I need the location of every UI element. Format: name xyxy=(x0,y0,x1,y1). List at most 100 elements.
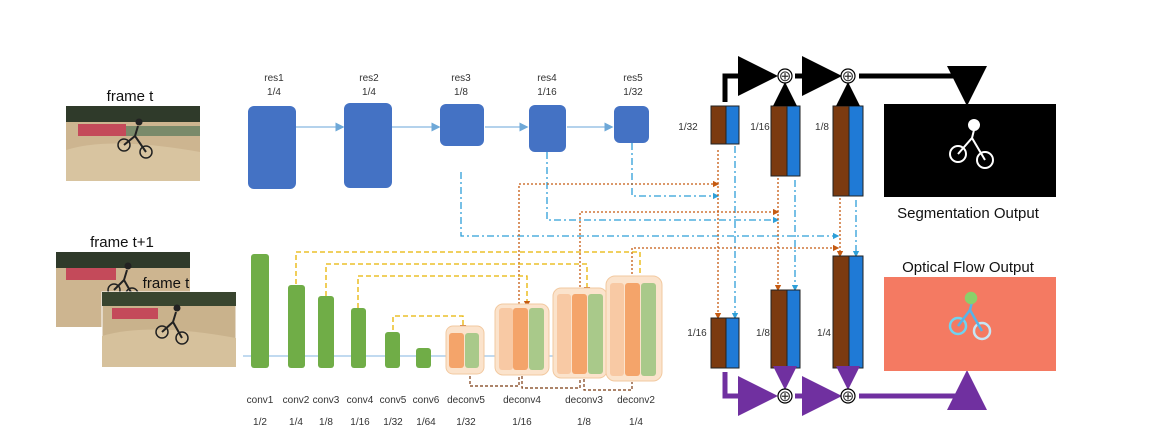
segmentation-fusion-branch: 1/32 1/16 1/8 ⊕ ⊕ xyxy=(678,56,987,197)
seg-path-arrow xyxy=(859,66,987,106)
conv3-block xyxy=(318,296,334,368)
flow-skip-connections xyxy=(518,150,844,320)
skip-conv2-to-deconv2 xyxy=(295,251,644,284)
skip-deconv2-to-fusion xyxy=(631,244,840,282)
deconv-link xyxy=(469,376,520,387)
conv5-scale: 1/32 xyxy=(383,417,403,428)
skip-conv4-to-deconv4 xyxy=(357,275,531,308)
fusion-bottom-1-4 xyxy=(832,255,864,369)
deconv4-name: deconv4 xyxy=(503,395,541,406)
add-icon-symbol: ⊕ xyxy=(842,388,855,405)
res1-block xyxy=(248,106,296,189)
fusion-bottom-1-16 xyxy=(710,317,740,369)
skip-res3-to-fusion-1-8 xyxy=(460,172,840,240)
flow-path-arrow xyxy=(722,372,778,416)
skip-res5-to-fusion-1-32 xyxy=(631,143,720,200)
cyclist-mask xyxy=(949,119,994,169)
deconv3-block xyxy=(552,287,608,379)
conv6-name: conv6 xyxy=(413,395,440,406)
skip-conv3-to-deconv3 xyxy=(325,263,591,296)
frame-t-label: frame t xyxy=(107,88,155,105)
res4-block xyxy=(529,105,566,152)
add-icon xyxy=(777,68,793,84)
fusion-bottom-1-8 xyxy=(770,289,801,369)
add-icon-symbol: ⊕ xyxy=(779,68,792,85)
fusion-bottom-1-4-scale: 1/4 xyxy=(817,328,831,339)
conv4-name: conv4 xyxy=(347,395,374,406)
fusion-top-1-32-scale: 1/32 xyxy=(678,122,698,133)
flow-path-arrow xyxy=(859,370,987,410)
skip-res4-to-fusion-1-16 xyxy=(546,152,780,224)
deconv5-scale: 1/32 xyxy=(456,417,476,428)
optical-flow-output-label: Optical Flow Output xyxy=(902,259,1035,276)
fusion-bottom-1-8-scale: 1/8 xyxy=(756,328,770,339)
conv5-block xyxy=(385,332,400,368)
deconv3-name: deconv3 xyxy=(565,395,603,406)
deconv-link xyxy=(583,379,633,391)
deconv2-name: deconv2 xyxy=(617,395,655,406)
conv4-block xyxy=(351,308,366,368)
frame-t-overlay-label: frame t xyxy=(143,275,191,292)
deconv2-scale: 1/4 xyxy=(629,417,643,428)
res2-block xyxy=(344,103,392,188)
res3-scale: 1/8 xyxy=(454,87,468,98)
res5-name: res5 xyxy=(623,73,643,84)
deconv4-scale: 1/16 xyxy=(512,417,532,428)
conv5-name: conv5 xyxy=(380,395,407,406)
res3-block xyxy=(440,104,484,146)
flow-cyclist-mask xyxy=(948,291,992,341)
deconv3-scale: 1/8 xyxy=(577,417,591,428)
add-icon-symbol: ⊕ xyxy=(842,68,855,85)
res3-name: res3 xyxy=(451,73,471,84)
conv3-scale: 1/8 xyxy=(319,417,333,428)
conv1-scale: 1/2 xyxy=(253,417,267,428)
conv1-block xyxy=(251,254,269,368)
add-icon xyxy=(840,388,856,404)
res1-name: res1 xyxy=(264,73,284,84)
optical-flow-output: Optical Flow Output xyxy=(884,259,1056,371)
frame-t-photo xyxy=(66,106,200,181)
fusion-top-1-8 xyxy=(832,105,864,197)
segmentation-output-image xyxy=(884,104,1056,197)
deconv2-block xyxy=(605,275,663,382)
fusion-top-1-32 xyxy=(710,105,740,145)
skip-conv5-to-deconv5 xyxy=(392,315,467,332)
deconv5-block xyxy=(445,325,485,375)
res5-block xyxy=(614,106,649,143)
frame-t1-label: frame t+1 xyxy=(90,234,154,251)
seg-path-arrow xyxy=(722,56,778,102)
segmentation-output-label: Segmentation Output xyxy=(897,205,1040,222)
conv2-name: conv2 xyxy=(283,395,310,406)
add-icon-symbol: ⊕ xyxy=(779,388,792,405)
frame-t-input: frame t xyxy=(66,88,200,181)
res4-scale: 1/16 xyxy=(537,87,557,98)
conv2-block xyxy=(288,285,305,368)
fusion-top-1-8-scale: 1/8 xyxy=(815,122,829,133)
conv6-scale: 1/64 xyxy=(416,417,436,428)
res4-name: res4 xyxy=(537,73,557,84)
fusion-top-1-16 xyxy=(770,105,801,177)
res5-scale: 1/32 xyxy=(623,87,643,98)
conv1-name: conv1 xyxy=(247,395,274,406)
deconv5-name: deconv5 xyxy=(447,395,485,406)
deconv-link xyxy=(521,376,581,389)
res2-scale: 1/4 xyxy=(362,87,376,98)
fusion-bottom-1-16-scale: 1/16 xyxy=(687,328,707,339)
fusion-top-1-16-scale: 1/16 xyxy=(750,122,770,133)
skip-deconv4-to-fusion xyxy=(518,180,720,308)
optical-flow-output-image xyxy=(884,277,1056,371)
flownet-skip-connections xyxy=(295,251,644,332)
conv4-scale: 1/16 xyxy=(350,417,370,428)
segmentation-encoder: res1 1/4 res2 1/4 res3 1/8 res4 1/16 res… xyxy=(248,73,649,189)
res2-name: res2 xyxy=(359,73,379,84)
conv6-block xyxy=(416,348,431,368)
segmentation-output: Segmentation Output xyxy=(884,104,1056,222)
frame-t-overlay-photo xyxy=(101,291,237,368)
conv3-name: conv3 xyxy=(313,395,340,406)
flow-fusion-branch: 1/16 1/8 1/4 ⊕ ⊕ xyxy=(687,255,987,416)
segmentation-skip-connections xyxy=(460,143,860,320)
add-icon xyxy=(840,68,856,84)
add-icon xyxy=(777,388,793,404)
conv2-scale: 1/4 xyxy=(289,417,303,428)
